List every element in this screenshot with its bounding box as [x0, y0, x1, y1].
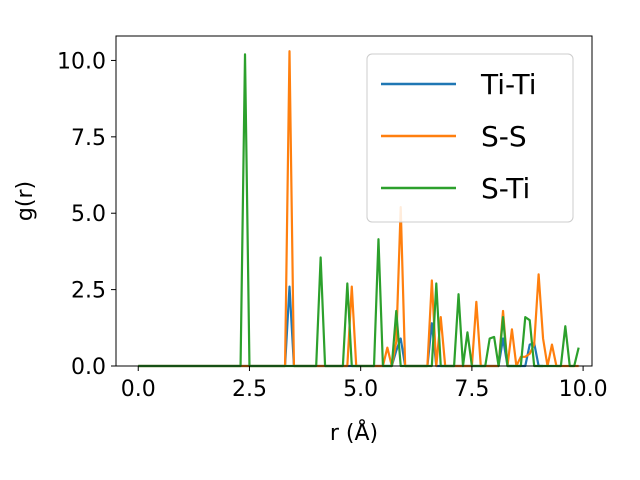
y-tick-label: 5.0 — [71, 202, 106, 227]
legend-label: Ti-Ti — [480, 68, 537, 101]
x-tick-label: 10.0 — [559, 377, 608, 402]
legend: Ti-Ti S-S S-Ti — [366, 53, 574, 223]
x-axis-label: r (Å) — [330, 419, 378, 446]
x-axis: 0.0 2.5 5.0 7.5 10.0 — [121, 366, 608, 402]
legend-box — [366, 53, 574, 223]
legend-label: S-S — [481, 120, 527, 153]
x-tick-label: 5.0 — [343, 377, 378, 402]
plot-frame — [115, 35, 593, 367]
y-tick-label: 2.5 — [71, 279, 106, 304]
x-tick-label: 2.5 — [232, 377, 267, 402]
y-tick-label: 7.5 — [71, 126, 106, 151]
y-axis-label: g(r) — [13, 181, 38, 221]
y-tick-label: 10.0 — [57, 49, 106, 74]
y-tick-label: 0.0 — [71, 355, 106, 380]
legend-label: S-Ti — [481, 172, 530, 205]
x-tick-label: 0.0 — [121, 377, 156, 402]
x-tick-label: 7.5 — [454, 377, 489, 402]
series-line-ti-ti — [138, 285, 544, 368]
y-axis: 0.0 2.5 5.0 7.5 10.0 — [57, 49, 116, 380]
